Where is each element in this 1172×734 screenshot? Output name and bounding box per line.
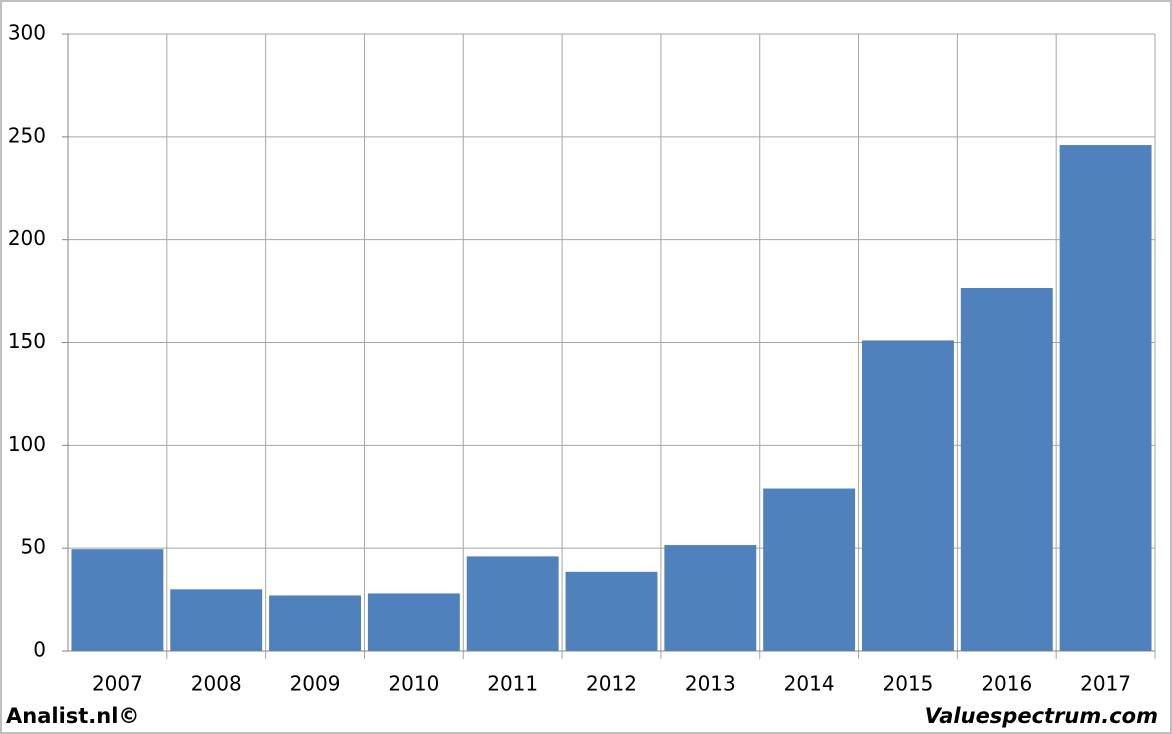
bar — [71, 549, 164, 651]
x-tick-label: 2011 — [487, 672, 538, 696]
y-tick-label: 200 — [8, 226, 46, 250]
y-tick-label: 0 — [33, 638, 46, 662]
x-tick-label: 2015 — [883, 672, 934, 696]
x-tick-label: 2007 — [92, 672, 143, 696]
y-tick-label: 300 — [8, 21, 46, 45]
source-right: Valuespectrum.com — [925, 704, 1158, 728]
x-tick-label: 2013 — [685, 672, 736, 696]
y-tick-label: 100 — [8, 432, 46, 456]
y-tick-label: 150 — [8, 329, 46, 353]
x-tick-label: 2016 — [981, 672, 1032, 696]
bar — [664, 545, 757, 651]
bar — [1059, 145, 1152, 651]
source-left: Analist.nl© — [6, 704, 139, 728]
bar — [763, 488, 856, 651]
bar — [170, 589, 263, 651]
bar — [269, 595, 361, 651]
x-tick-label: 2009 — [290, 672, 341, 696]
x-tick-label: 2014 — [784, 672, 835, 696]
bar — [565, 571, 658, 651]
bar — [862, 340, 954, 651]
y-tick-label: 250 — [8, 123, 46, 147]
x-tick-label: 2010 — [388, 672, 439, 696]
bar — [367, 593, 460, 651]
x-tick-label: 2012 — [586, 672, 637, 696]
y-tick-label: 50 — [21, 535, 46, 559]
x-tick-label: 2017 — [1080, 672, 1131, 696]
x-tick-label: 2008 — [191, 672, 242, 696]
bar — [960, 287, 1053, 651]
bar — [466, 556, 559, 651]
